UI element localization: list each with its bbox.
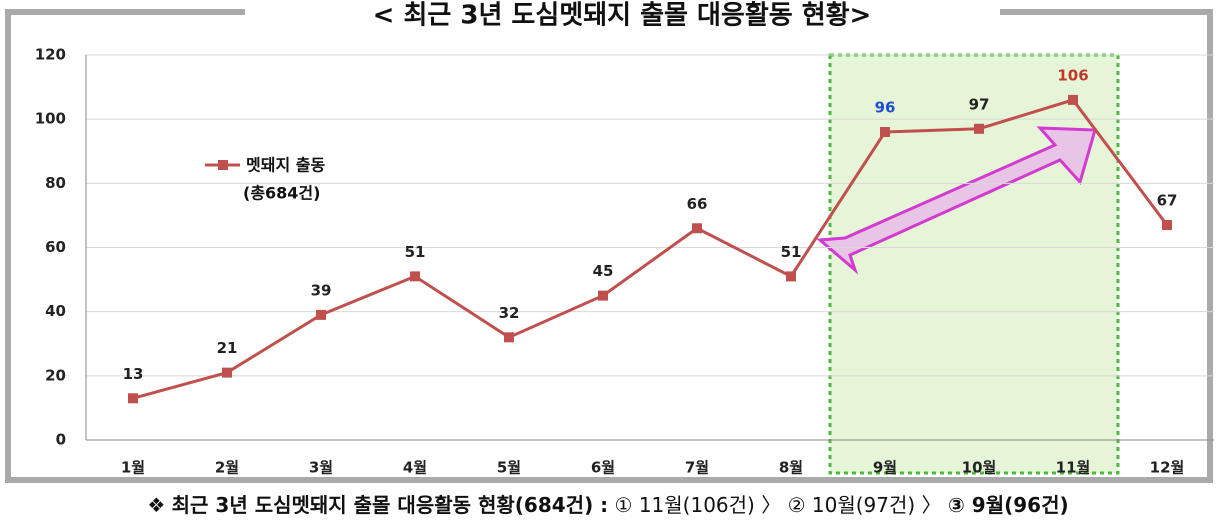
footer-item: ① 11월(106건) (615, 493, 755, 517)
x-tick-label: 4월 (403, 459, 427, 477)
chart-title: < 최근 3년 도심멧돼지 출몰 대응활동 현황> (373, 1, 872, 31)
point (1162, 220, 1172, 230)
x-tick-label: 1월 (121, 459, 145, 477)
x-tick-label: 5월 (497, 459, 521, 477)
y-tick-label: 40 (45, 302, 66, 320)
footer-item: ③ 9월(96건) (948, 493, 1069, 517)
x-tick-label: 2월 (215, 459, 239, 477)
x-tick-label: 3월 (309, 459, 333, 477)
legend-marker (218, 160, 228, 170)
y-tick-label: 80 (45, 174, 66, 192)
y-tick-label: 100 (35, 110, 66, 128)
value-label: 96 (875, 99, 896, 117)
legend-label: 멧돼지 출동 (246, 156, 325, 175)
point (222, 368, 232, 378)
y-tick-label: 120 (35, 46, 66, 64)
x-tick-label: 11월 (1056, 459, 1091, 477)
footer-sep: 〉 (761, 493, 781, 517)
point (128, 393, 138, 403)
point (598, 291, 608, 301)
x-tick-label: 10월 (962, 459, 997, 477)
point (974, 124, 984, 134)
point (692, 223, 702, 233)
y-tick-label: 0 (56, 431, 66, 449)
value-label: 67 (1157, 192, 1178, 210)
value-label: 51 (781, 243, 802, 261)
value-label: 97 (969, 95, 990, 113)
legend-note: (총684건) (243, 184, 320, 203)
footer-sep: 〉 (922, 493, 942, 517)
highlight-box (830, 55, 1118, 473)
value-label: 66 (687, 195, 708, 213)
page: {"chart_data": {"type": "line", "title":… (0, 0, 1216, 528)
footer-symbol: ❖ (147, 493, 165, 517)
y-tick-label: 20 (45, 366, 66, 384)
x-tick-label: 8월 (779, 459, 803, 477)
footer-item: ② 10월(97건) (788, 493, 916, 517)
point (410, 271, 420, 281)
y-tick-label: 60 (45, 238, 66, 256)
footer-lead: 최근 3년 도심멧돼지 출몰 대응활동 현황(684건) : (172, 493, 609, 517)
x-tick-label: 6월 (591, 459, 615, 477)
value-label: 51 (405, 243, 426, 261)
value-label: 106 (1057, 66, 1088, 84)
point (880, 127, 890, 137)
chart: < 최근 3년 도심멧돼지 출몰 대응활동 현황> 0 20 40 60 80 100 12… (0, 0, 1216, 528)
value-label: 45 (593, 262, 614, 280)
x-tick-label: 7월 (685, 459, 709, 477)
x-tick-label: 12월 (1150, 459, 1185, 477)
x-tick-label: 9월 (873, 459, 897, 477)
point (1068, 95, 1078, 105)
value-label: 13 (123, 365, 144, 383)
footer: ❖ 최근 3년 도심멧돼지 출몰 대응활동 현황(684건) : ① 11월(1… (0, 482, 1216, 528)
point (316, 310, 326, 320)
value-label: 39 (311, 281, 332, 299)
point (786, 271, 796, 281)
value-label: 32 (499, 304, 520, 322)
value-label: 21 (217, 339, 238, 357)
point (504, 332, 514, 342)
